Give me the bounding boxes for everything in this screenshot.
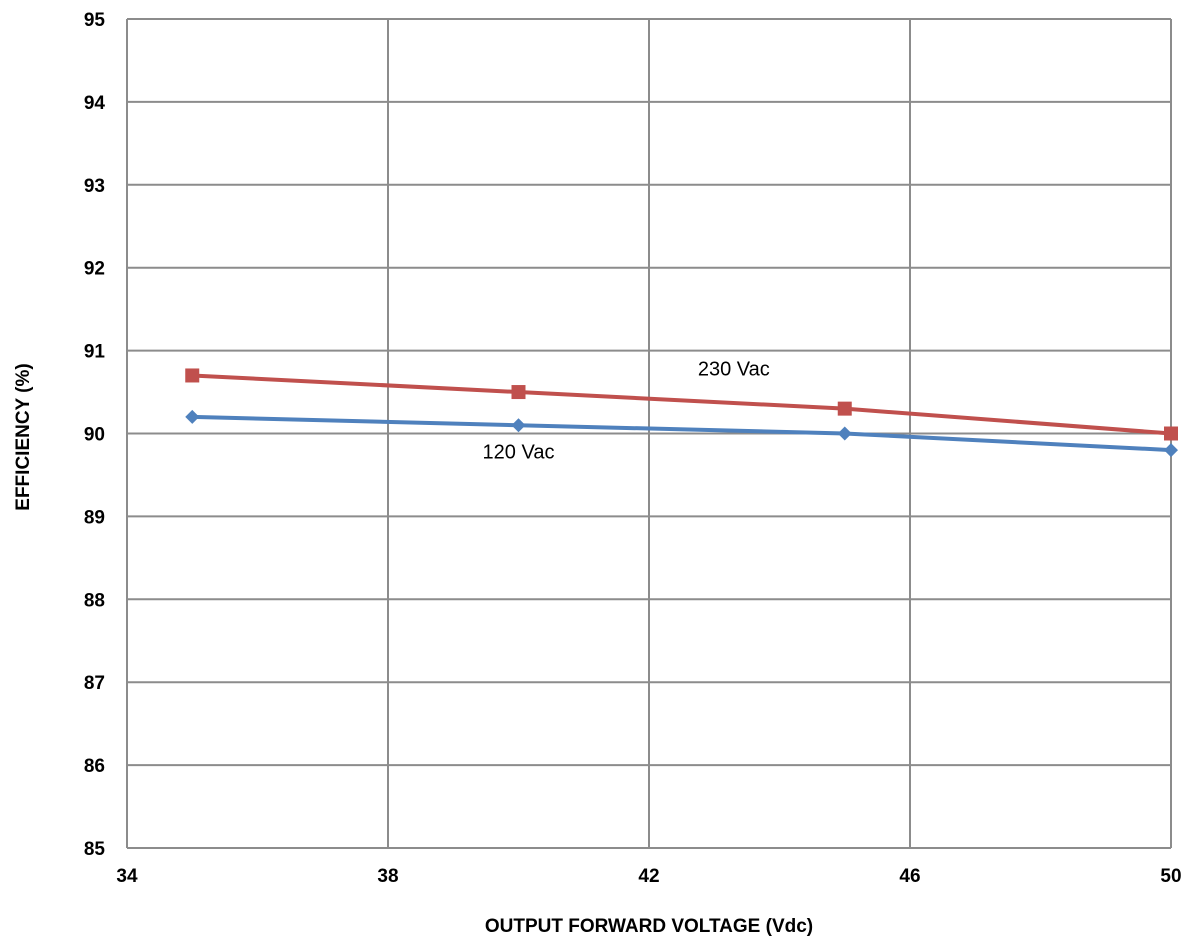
series-line-120-vac xyxy=(192,414,1172,453)
y-tick-label-86: 86 xyxy=(84,756,105,777)
x-tick-label-46: 46 xyxy=(899,866,920,887)
x-tick-label-42: 42 xyxy=(638,866,659,887)
y-tick-label-94: 94 xyxy=(84,93,106,114)
y-tick-label-93: 93 xyxy=(84,176,105,197)
data-point-120-vac-2 xyxy=(837,426,852,441)
x-tick-label-50: 50 xyxy=(1160,866,1181,887)
y-tick-label-88: 88 xyxy=(84,590,105,611)
series-120-vac xyxy=(185,409,1178,458)
series-label-layer: 230 Vac 120 Vac xyxy=(483,358,770,463)
data-point-230-vac-2 xyxy=(837,401,852,416)
data-point-120-vac-1 xyxy=(511,418,526,433)
grid-layer xyxy=(126,18,1172,849)
data-point-230-vac-0 xyxy=(185,368,200,383)
x-tick-label-34: 34 xyxy=(116,866,138,887)
y-tick-label-87: 87 xyxy=(84,673,105,694)
series-label-120-vac: 120 Vac xyxy=(483,441,555,463)
data-point-120-vac-3 xyxy=(1164,443,1178,458)
y-tick-label-85: 85 xyxy=(84,839,106,860)
y-tick-label-90: 90 xyxy=(84,425,105,446)
data-point-120-vac-0 xyxy=(185,409,200,424)
series-layer xyxy=(185,368,1178,458)
y-tick-label-92: 92 xyxy=(84,259,105,280)
tick-label-layer: 85 86 87 88 89 90 91 92 93 94 95 34 38 42 46 50 xyxy=(84,10,1182,887)
series-label-230-vac: 230 Vac xyxy=(698,358,770,380)
data-point-230-vac-3 xyxy=(1164,426,1178,441)
x-tick-label-38: 38 xyxy=(377,866,398,887)
series-230-vac xyxy=(185,368,1178,441)
series-line-230-vac xyxy=(192,373,1172,436)
y-tick-label-89: 89 xyxy=(84,507,105,528)
y-axis-title: EFFICIENCY (%) xyxy=(13,363,34,510)
y-tick-label-91: 91 xyxy=(84,342,106,363)
data-point-230-vac-1 xyxy=(511,385,526,400)
y-tick-label-95: 95 xyxy=(84,10,106,31)
x-axis-title: OUTPUT FORWARD VOLTAGE (Vdc) xyxy=(485,916,813,937)
